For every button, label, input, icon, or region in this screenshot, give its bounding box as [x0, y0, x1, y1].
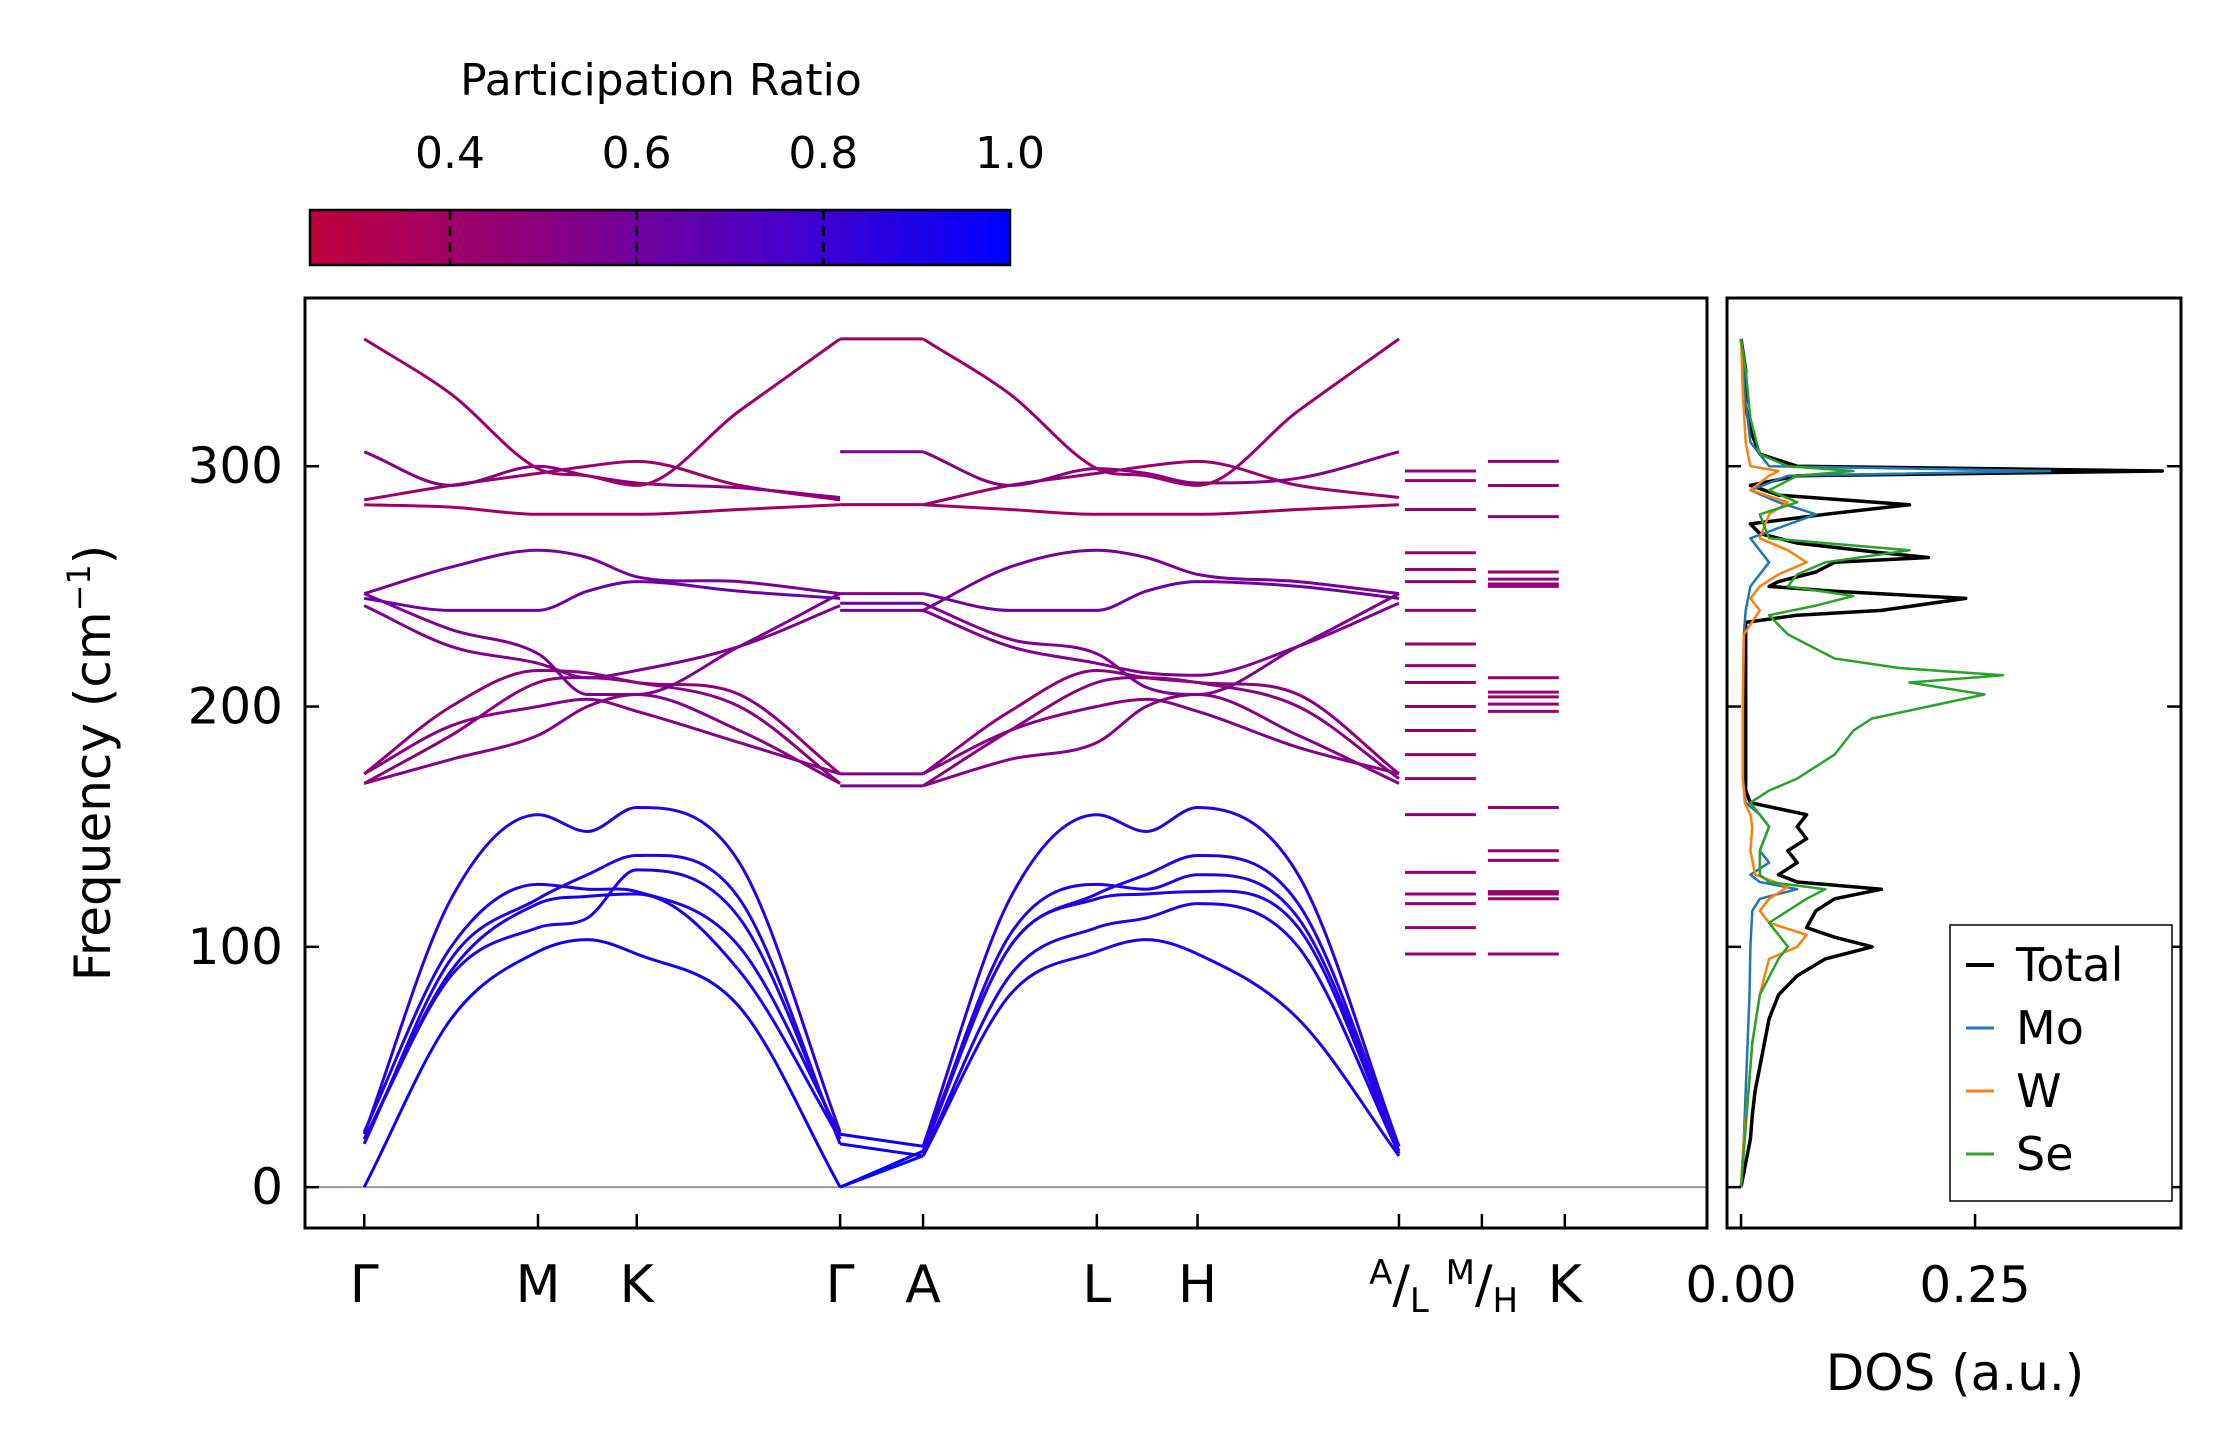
band-line — [922, 580, 1400, 612]
band-line — [363, 604, 841, 680]
dos-legend: Total Mo W Se — [1949, 924, 2173, 1202]
band-line — [362, 868, 842, 1140]
band-line — [363, 592, 841, 697]
band-line — [362, 882, 842, 1136]
dos-axes: 0.00 0.25 — [1685, 464, 2181, 1314]
band-line — [363, 580, 841, 612]
flat-levels-0 — [1404, 469, 1476, 956]
band-segment-2 — [921, 337, 1401, 1157]
band-line — [363, 668, 842, 775]
tick-sub: H — [1493, 1281, 1519, 1321]
legend-label-se: Se — [2016, 1127, 2074, 1181]
band-x-tick-label-3: Γ — [826, 1255, 855, 1315]
band-y-tick-label-1: 100 — [188, 918, 283, 976]
band-line — [923, 503, 1400, 516]
band-y-tick-label-3: 300 — [188, 437, 283, 495]
band-line — [922, 601, 1400, 677]
band-line — [922, 668, 1400, 776]
dos-x-tick-label-1: 0.25 — [1919, 1256, 2030, 1314]
band-line — [363, 697, 841, 776]
band-x-tick-label-6: H — [1178, 1255, 1217, 1315]
band-line — [839, 1142, 924, 1158]
colorbar-tick-label-0: 0.4 — [415, 128, 485, 179]
y-label-main: Frequency (cm — [64, 611, 122, 981]
band-line — [921, 805, 1401, 1147]
band-line — [921, 902, 1401, 1157]
band-y-tick-label-0: 0 — [251, 1158, 283, 1216]
band-line — [922, 692, 1400, 788]
flat-levels-1 — [1487, 459, 1559, 956]
colorbar-tick-label-3: 1.0 — [975, 128, 1045, 179]
tick-sup: A — [1369, 1253, 1392, 1293]
tick-sup: M — [1446, 1253, 1475, 1293]
dos-plot-frame — [1725, 296, 2183, 1230]
band-line — [364, 503, 841, 516]
band-line — [922, 592, 1400, 697]
band-segment-1 — [839, 337, 924, 1189]
colorbar-tick-label-2: 0.8 — [788, 128, 858, 179]
band-y-axis-label: Frequency (cm−1) — [60, 545, 122, 982]
colorbar: Participation Ratio 0.4 0.6 0.8 1.0 — [308, 55, 1045, 267]
band-line — [839, 1132, 924, 1148]
band-line — [362, 805, 842, 1135]
band-y-axis: 0 100 200 300 — [188, 437, 319, 1216]
colorbar-ticks: 0.4 0.6 0.8 1.0 — [415, 128, 1045, 265]
legend-label-w: W — [2016, 1064, 2061, 1118]
band-x-tick-label-8: M/H — [1446, 1253, 1518, 1321]
tick-slash: / — [1475, 1255, 1493, 1315]
band-line — [363, 692, 841, 785]
band-line — [921, 853, 1401, 1147]
tick-sub: L — [1410, 1281, 1429, 1321]
band-x-tick-label-2: K — [620, 1255, 656, 1315]
band-plot-frame — [303, 296, 1709, 1230]
band-segment-0 — [362, 337, 842, 1188]
y-label-close: ) — [64, 545, 122, 565]
dos-x-tick-label-0: 0.00 — [1685, 1256, 1796, 1314]
band-line — [362, 892, 842, 1140]
band-line — [839, 1149, 924, 1189]
band-x-axis: Γ M K Γ A L H A/LM/H K — [350, 1214, 1584, 1321]
band-x-tick-label-9: K — [1548, 1255, 1584, 1315]
band-line — [921, 938, 1401, 1157]
band-x-tick-label-5: L — [1082, 1255, 1111, 1315]
band-lines — [305, 337, 1707, 1189]
band-x-tick-label-0: Γ — [350, 1255, 379, 1315]
band-line — [922, 548, 1400, 612]
dos-series-total — [1739, 338, 2165, 1188]
legend-label-mo: Mo — [2016, 1001, 2084, 1055]
colorbar-gradient — [308, 208, 1012, 267]
band-x-tick-label-4: A — [905, 1255, 941, 1315]
band-x-tick-label-7: A/L — [1369, 1253, 1429, 1321]
band-line — [362, 938, 842, 1188]
dos-series-se — [1739, 338, 2005, 1188]
band-line — [922, 450, 1400, 487]
band-x-tick-label-1: M — [516, 1255, 561, 1315]
dos-series-w — [1739, 338, 1808, 1188]
dos-x-axis-label: DOS (a.u.) — [1826, 1344, 2085, 1402]
band-line — [921, 873, 1401, 1152]
band-line — [922, 337, 1400, 487]
band-line — [363, 450, 841, 499]
colorbar-title: Participation Ratio — [460, 55, 862, 106]
band-line — [363, 337, 841, 487]
band-y-tick-label-2: 200 — [188, 678, 283, 736]
legend-label-total: Total — [2015, 938, 2123, 992]
tick-slash: / — [1392, 1255, 1410, 1315]
band-line — [363, 548, 841, 596]
dos-lines — [1739, 338, 2165, 1188]
colorbar-tick-label-1: 0.6 — [602, 128, 672, 179]
dos-panel: 0.00 0.25 DOS (a.u.) Total Mo W Se — [1685, 296, 2183, 1402]
band-line — [362, 853, 842, 1145]
band-line — [922, 676, 1400, 788]
y-label-sup: −1 — [60, 564, 98, 611]
